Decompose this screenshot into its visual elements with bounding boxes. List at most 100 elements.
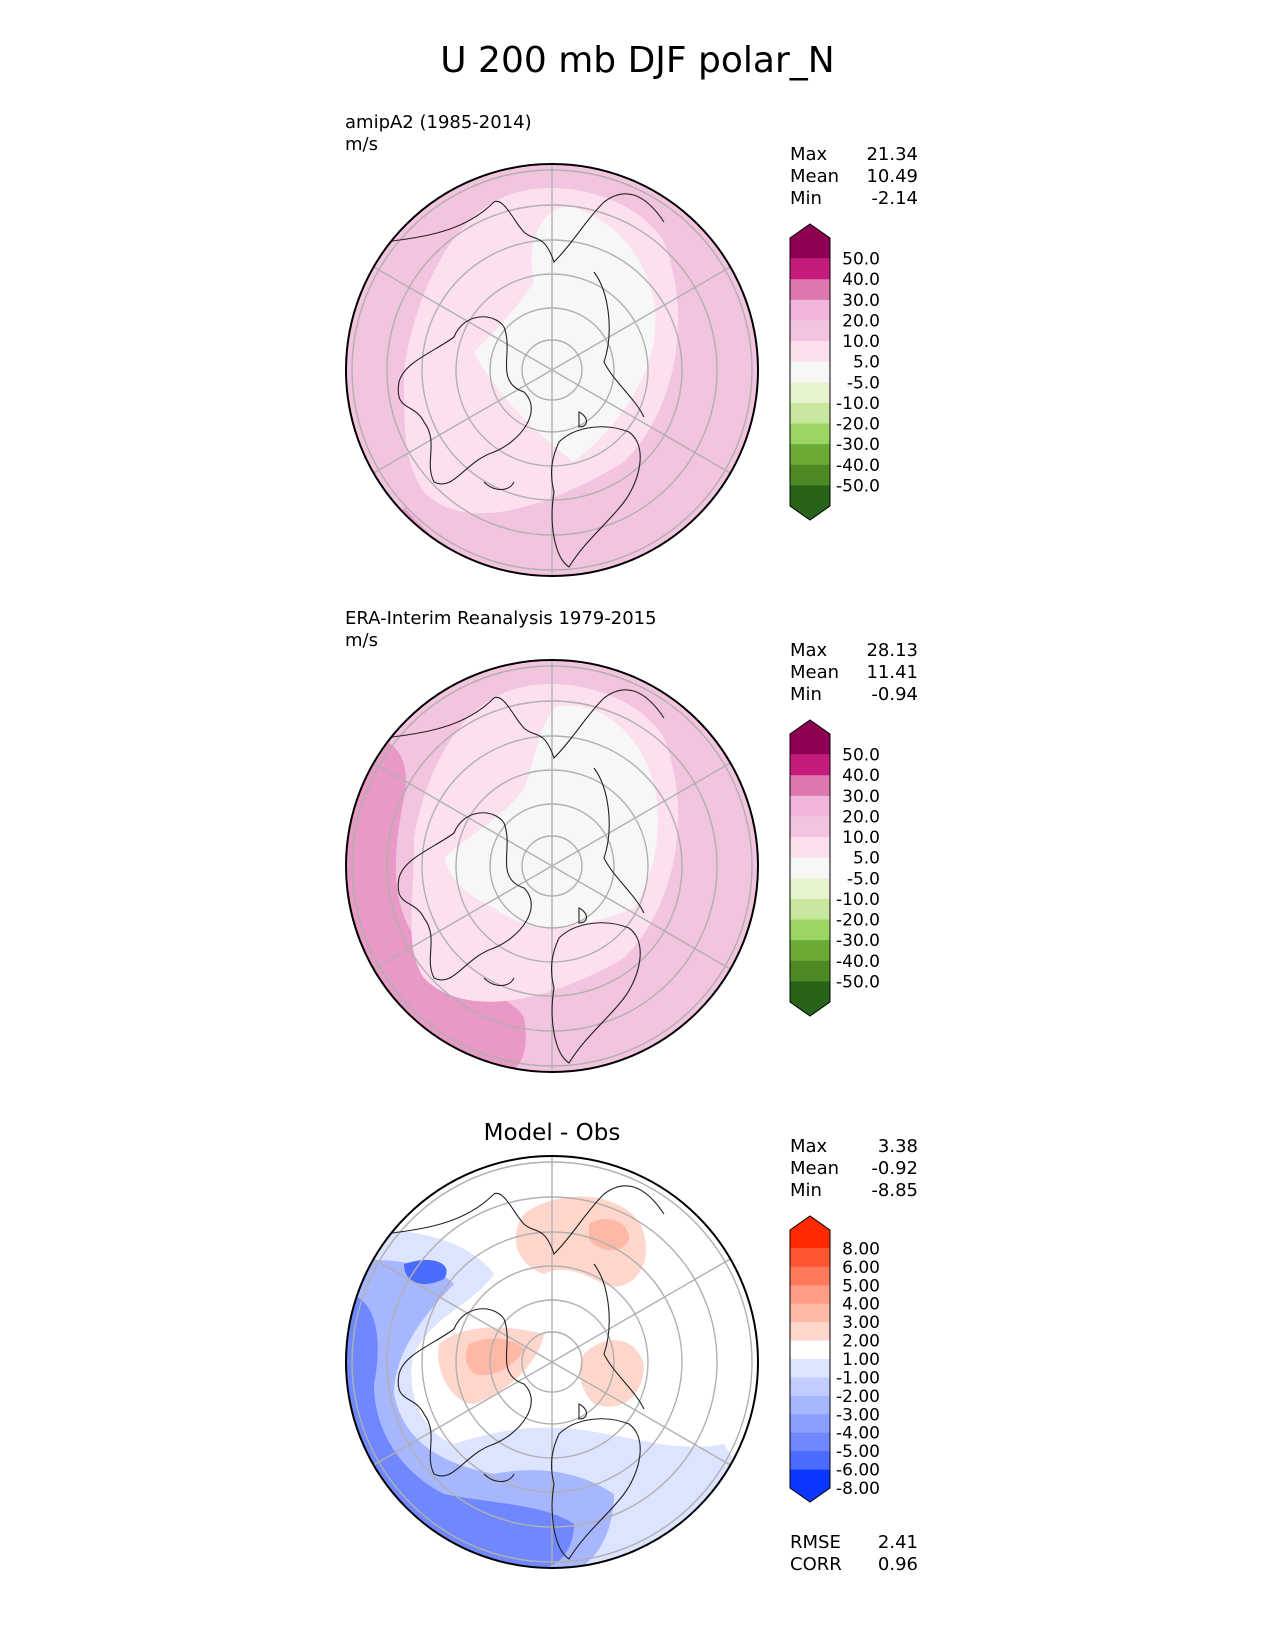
colorbar-tick-label: 50.0: [842, 250, 880, 270]
colorbar-tick-label: -8.00: [836, 1479, 880, 1499]
graticule: [351, 1156, 753, 1568]
diff-metrics: RMSE 2.41 CORR 0.96: [790, 1532, 918, 1576]
colorbar-swatch: [790, 1248, 830, 1268]
reference-panel-title: ERA-Interim Reanalysis 1979-2015 m/s: [345, 608, 657, 652]
colorbar-tick-label: 10.0: [842, 332, 880, 352]
stat-max-label: Max: [790, 640, 828, 661]
colorbar-outline: [789, 1215, 831, 1503]
colorbar-swatch: [790, 1285, 830, 1305]
colorbar-swatch: [790, 1266, 830, 1286]
colorbar-tick-label: -5.00: [836, 1442, 880, 1462]
colorbar-swatch: [790, 857, 830, 879]
colorbar-swatch: [790, 402, 830, 425]
colorbar-tick-label: 30.0: [842, 291, 880, 311]
reference-polar-map: [345, 659, 759, 1073]
stat-max: 3.38: [877, 1136, 918, 1157]
colorbar-swatch: [790, 1377, 830, 1397]
reference-stats: Max 28.13 Mean 11.41 Min -0.94: [790, 640, 918, 706]
colorbar-tick-label: -2.00: [836, 1387, 880, 1407]
colorbar-tick-label: 40.0: [842, 766, 880, 786]
colorbar-tick-label: -20.0: [836, 415, 880, 435]
stat-max: 28.13: [866, 640, 918, 661]
colorbar-tick-label: 3.00: [842, 1313, 880, 1333]
colorbar-tick-label: 8.00: [842, 1239, 880, 1259]
colorbar-swatch: [790, 1322, 830, 1342]
colorbar-tick-label: 1.00: [842, 1350, 880, 1370]
colorbar-tick-label: -20.0: [836, 911, 880, 931]
stat-min: -8.85: [871, 1180, 918, 1201]
colorbar-tick-label: -40.0: [836, 456, 880, 476]
stat-mean: 11.41: [866, 662, 918, 683]
colorbar-swatch: [790, 898, 830, 921]
map-fill-2-3: [589, 1219, 629, 1251]
stat-min: -2.14: [871, 188, 918, 209]
colorbar-swatch: [790, 279, 830, 301]
colorbar-tick-label: -50.0: [836, 972, 880, 992]
figure-title: U 200 mb DJF polar_N: [440, 40, 835, 81]
colorbar-swatch: [790, 1216, 830, 1249]
corr-label: CORR: [790, 1554, 842, 1575]
map-fill-neg6-neg8: [404, 1259, 447, 1284]
colorbar-tick-label: 20.0: [842, 807, 880, 827]
rmse-label: RMSE: [790, 1532, 841, 1553]
colorbar-swatch: [790, 1395, 830, 1415]
map-fill-neg5-5: [474, 206, 656, 462]
map-fill-1-2-east: [579, 1340, 644, 1407]
map-fill-neg6-neg5: [346, 1294, 574, 1568]
colorbar-swatch: [790, 361, 830, 383]
colorbar-swatch: [790, 795, 830, 817]
reference-colorbar: 50.040.030.020.010.05.0-5.0-10.0-20.0-30…: [789, 719, 880, 1017]
colorbar-tick-label: 5.0: [853, 849, 880, 869]
map-fill-2-3-west: [465, 1338, 524, 1376]
colorbar-tick-label: 6.00: [842, 1258, 880, 1278]
colorbar-swatch: [790, 224, 830, 259]
model-polar-map: [345, 163, 759, 577]
colorbar-swatch: [790, 1469, 830, 1502]
map-border: [345, 1155, 759, 1569]
colorbar-tick-label: -6.00: [836, 1461, 880, 1481]
colorbar-outline: [789, 223, 831, 521]
colorbar-swatch: [790, 1359, 830, 1378]
corr-value: 0.96: [877, 1554, 918, 1575]
colorbar-tick-label: 20.0: [842, 311, 880, 331]
colorbar-swatch: [790, 775, 830, 797]
stat-max-label: Max: [790, 144, 828, 165]
colorbar-tick-label: 5.00: [842, 1276, 880, 1296]
colorbar-swatch: [790, 919, 830, 941]
graticule: [351, 660, 753, 1072]
colorbar-swatch: [790, 981, 830, 1016]
colorbar-swatch: [790, 320, 830, 342]
coastlines: [383, 1185, 665, 1560]
reference-title: ERA-Interim Reanalysis 1979-2015: [345, 608, 657, 629]
colorbar-tick-label: 50.0: [842, 746, 880, 766]
diff-stats: Max 3.38 Mean -0.92 Min -8.85: [790, 1136, 918, 1202]
colorbar-swatch: [790, 258, 830, 280]
map-border: [345, 659, 759, 1073]
colorbar-swatch: [790, 754, 830, 776]
colorbar-swatch: [790, 1432, 830, 1452]
colorbar-swatch: [790, 382, 830, 404]
colorbar-tick-label: -5.0: [847, 373, 880, 393]
colorbar-tick-label: 4.00: [842, 1295, 880, 1315]
stat-mean: -0.92: [871, 1158, 918, 1179]
model-title: amipA2 (1985-2014): [345, 112, 532, 133]
map-border: [345, 163, 759, 577]
colorbar-tick-label: -30.0: [836, 435, 880, 455]
colorbar-swatch: [790, 444, 830, 466]
stat-mean-label: Mean: [790, 662, 840, 683]
stat-max: 21.34: [866, 144, 918, 165]
stat-mean-label: Mean: [790, 166, 840, 187]
map-fill-1-2: [515, 1196, 646, 1287]
colorbar-tick-label: 10.0: [842, 828, 880, 848]
stat-min-label: Min: [790, 1180, 822, 1201]
coastlines: [383, 689, 665, 1064]
stat-min-label: Min: [790, 684, 822, 705]
colorbar-tick-label: -10.0: [836, 394, 880, 414]
colorbar-swatch: [790, 464, 830, 486]
colorbar-swatch: [790, 1303, 830, 1323]
map-fill-neg5-5: [444, 705, 658, 927]
diff-polar-map: [345, 1155, 759, 1569]
colorbar-tick-label: 30.0: [842, 787, 880, 807]
colorbar-outline: [789, 719, 831, 1017]
reference-units: m/s: [345, 630, 378, 651]
